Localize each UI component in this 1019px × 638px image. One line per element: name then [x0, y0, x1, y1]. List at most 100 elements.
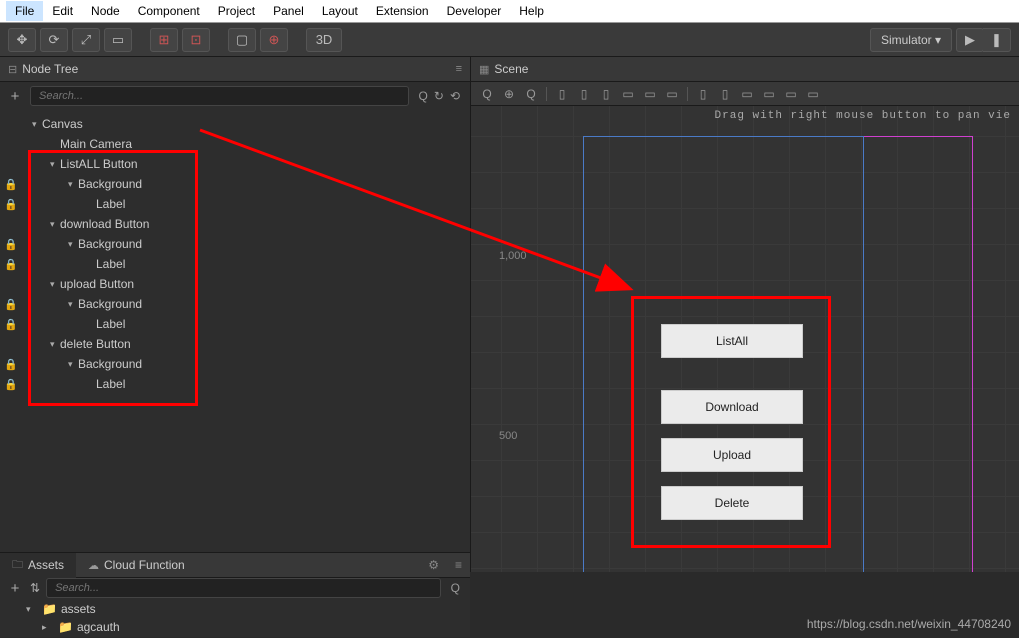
lock-icon: 🔒 [4, 358, 18, 371]
rotate-tool[interactable]: ⟳ [40, 28, 68, 52]
tree-node-label: Label [96, 197, 125, 211]
expand-arrow[interactable]: ▾ [50, 279, 60, 290]
align-l[interactable]: ▯ [552, 85, 572, 103]
assets-search-input[interactable] [46, 578, 441, 598]
lock-icon: 🔒 [4, 258, 18, 271]
align-r[interactable]: ▯ [596, 85, 616, 103]
rect-tool[interactable]: ▭ [104, 28, 132, 52]
tree-node[interactable]: Main Camera [0, 134, 470, 154]
main-toolbar: ✥ ⟳ ⤢ ▭ ⊞ ⊡ ▢ ⊕ 3D Simulator ▾ ▶ ❚ [0, 23, 1019, 57]
expand-arrow[interactable]: ▾ [50, 159, 60, 170]
tree-node[interactable]: 🔒▾Background [0, 174, 470, 194]
tree-node-label: Label [96, 257, 125, 271]
tree-node[interactable]: 🔒 Label [0, 314, 470, 334]
tree-node[interactable]: 🔒Label [0, 194, 470, 214]
sync-icon[interactable]: ⟲ [450, 89, 460, 103]
scene-panel: ▦ Scene Q ⊕ Q ▯ ▯ ▯ ▭ ▭ ▭ ▯ ▯ ▭ ▭ ▭ ▭ Dr… [470, 57, 1019, 572]
assets-tab[interactable]: 🗀Assets [0, 553, 76, 578]
dist-3[interactable]: ▭ [737, 85, 757, 103]
world-tool[interactable]: ▢ [228, 28, 256, 52]
expand-arrow[interactable]: ▾ [32, 119, 42, 130]
tree-node[interactable]: ▾delete Button [0, 334, 470, 354]
tree-search-input[interactable] [30, 86, 409, 106]
tree-node-label: Background [78, 177, 142, 191]
node-tree: ▾CanvasMain Camera▾ListALL Button🔒▾Backg… [0, 110, 470, 572]
assets-search-icon[interactable]: Q [451, 581, 460, 595]
expand-arrow[interactable]: ▾ [50, 219, 60, 230]
dist-h[interactable]: ▯ [693, 85, 713, 103]
tree-node-label: upload Button [60, 277, 134, 291]
asset-row[interactable]: ▾📁assets [0, 600, 470, 618]
menu-file[interactable]: File [6, 1, 43, 21]
scene-button-listall[interactable]: ListAll [661, 324, 803, 358]
menu-project[interactable]: Project [209, 1, 264, 21]
tree-node[interactable]: ▾download Button [0, 214, 470, 234]
menu-edit[interactable]: Edit [43, 1, 82, 21]
zoom-in[interactable]: ⊕ [499, 85, 519, 103]
expand-arrow[interactable]: ▾ [68, 299, 78, 310]
expand-arrow[interactable]: ▾ [68, 359, 78, 370]
simulator-dropdown[interactable]: Simulator ▾ [870, 28, 952, 52]
assets-menu[interactable]: ≡ [447, 558, 470, 572]
globe-tool[interactable]: ⊕ [260, 28, 288, 52]
move-tool[interactable]: ✥ [8, 28, 36, 52]
align-m[interactable]: ▭ [640, 85, 660, 103]
refresh-icon[interactable]: ↻ [434, 89, 444, 103]
watermark: https://blog.csdn.net/weixin_44708240 [807, 617, 1011, 631]
zoom-fit[interactable]: Q [521, 85, 541, 103]
dist-6[interactable]: ▭ [803, 85, 823, 103]
menu-help[interactable]: Help [510, 1, 553, 21]
tree-node-label: Main Camera [60, 137, 132, 151]
pivot-tool[interactable]: ⊡ [182, 28, 210, 52]
expand-arrow[interactable]: ▾ [50, 339, 60, 350]
dist-5[interactable]: ▭ [781, 85, 801, 103]
dist-v[interactable]: ▯ [715, 85, 735, 103]
tree-node[interactable]: ▾upload Button [0, 274, 470, 294]
tree-node[interactable]: ▾ListALL Button [0, 154, 470, 174]
tree-node[interactable]: 🔒▾Background [0, 354, 470, 374]
expand-arrow[interactable]: ▾ [68, 239, 78, 250]
assets-settings[interactable]: ⚙ [420, 558, 447, 572]
scene-title: Scene [494, 62, 1011, 76]
add-asset-button[interactable]: + [6, 580, 24, 597]
panel-menu-icon[interactable]: ≡ [456, 63, 462, 75]
3d-toggle[interactable]: 3D [306, 28, 342, 52]
scene-canvas[interactable]: Drag with right mouse button to pan vie … [471, 106, 1019, 572]
pause-button[interactable]: ❚ [983, 28, 1011, 52]
menu-node[interactable]: Node [82, 1, 129, 21]
tree-node[interactable]: 🔒 Label [0, 254, 470, 274]
anchor-tool[interactable]: ⊞ [150, 28, 178, 52]
tree-node[interactable]: ▾Canvas [0, 114, 470, 134]
menu-panel[interactable]: Panel [264, 1, 313, 21]
tree-search-row: + Q ↻ ⟲ [0, 82, 470, 110]
lock-icon: 🔒 [4, 318, 18, 331]
lock-icon: 🔒 [4, 378, 18, 391]
align-t[interactable]: ▭ [618, 85, 638, 103]
menu-layout[interactable]: Layout [313, 1, 367, 21]
menu-developer[interactable]: Developer [438, 1, 511, 21]
zoom-out[interactable]: Q [477, 85, 497, 103]
asset-row[interactable]: ▸📁agcauth [0, 618, 470, 636]
sort-button[interactable]: ⇅ [30, 581, 40, 595]
menu-component[interactable]: Component [129, 1, 209, 21]
tree-node[interactable]: 🔒▾Background [0, 234, 470, 254]
add-node-button[interactable]: + [6, 88, 24, 105]
tree-node[interactable]: 🔒▾Background [0, 294, 470, 314]
scene-button-upload[interactable]: Upload [661, 438, 803, 472]
menu-extension[interactable]: Extension [367, 1, 438, 21]
lock-icon: 🔒 [4, 298, 18, 311]
search-icon[interactable]: Q [419, 89, 428, 103]
scene-button-delete[interactable]: Delete [661, 486, 803, 520]
scale-tool[interactable]: ⤢ [72, 28, 100, 52]
canvas-hint: Drag with right mouse button to pan vie [715, 110, 1011, 122]
cloud-icon: ☁ [88, 559, 99, 572]
align-b[interactable]: ▭ [662, 85, 682, 103]
expand-arrow[interactable]: ▾ [68, 179, 78, 190]
dist-4[interactable]: ▭ [759, 85, 779, 103]
scene-button-download[interactable]: Download [661, 390, 803, 424]
tree-node-label: Label [96, 317, 125, 331]
align-c[interactable]: ▯ [574, 85, 594, 103]
tree-node[interactable]: 🔒Label [0, 374, 470, 394]
play-button[interactable]: ▶ [956, 28, 984, 52]
cloud-function-tab[interactable]: ☁Cloud Function [76, 553, 197, 578]
